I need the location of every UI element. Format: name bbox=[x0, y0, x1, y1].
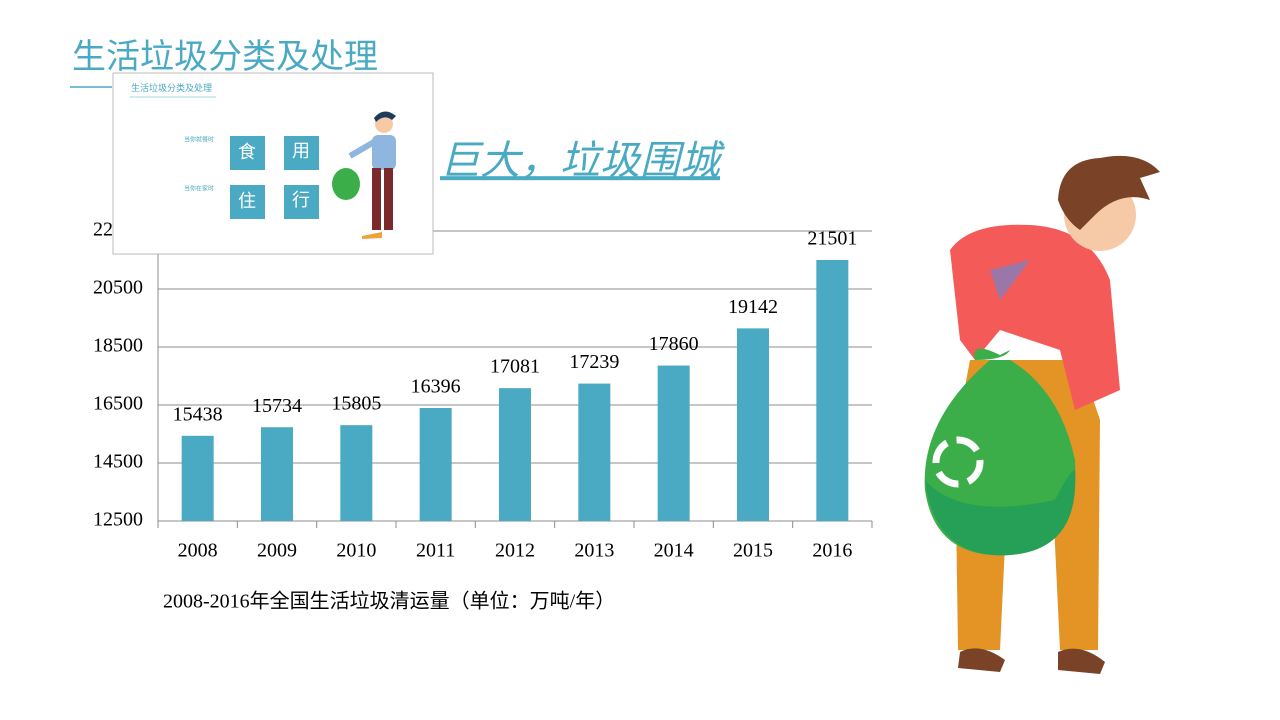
x-tick-label: 2008 bbox=[178, 540, 218, 562]
x-axis-label: 2008-2016年全国生活垃圾清运量（单位：万吨/年） bbox=[163, 590, 615, 613]
thumbnail-note: 当你就餐时 bbox=[184, 135, 214, 143]
data-label: 15805 bbox=[331, 393, 381, 415]
data-label: 15734 bbox=[252, 395, 302, 417]
slide-title: 生活垃圾分类及处理 bbox=[72, 38, 378, 76]
bar bbox=[419, 408, 452, 521]
bar bbox=[181, 435, 214, 521]
x-tick-label: 2016 bbox=[812, 540, 852, 562]
tile-label: 行 bbox=[292, 190, 310, 210]
tile bbox=[230, 136, 265, 170]
thumbnail: 生活垃圾分类及处理 当你就餐时 当你在家时 食 用 住 行 bbox=[112, 72, 434, 255]
x-tick-label: 2013 bbox=[574, 540, 614, 562]
x-tick-label: 2015 bbox=[733, 540, 773, 562]
y-tick-label: 16500 bbox=[93, 393, 143, 415]
y-tick-label: 18500 bbox=[93, 335, 143, 357]
cartoon-man bbox=[924, 155, 1160, 674]
x-tick-label: 2014 bbox=[654, 540, 694, 562]
y-tick-label: 14500 bbox=[93, 451, 143, 473]
data-label: 16396 bbox=[411, 376, 461, 398]
bar bbox=[499, 388, 531, 521]
data-label: 17081 bbox=[490, 356, 540, 378]
tile bbox=[284, 136, 319, 170]
tile-label: 食 bbox=[238, 142, 256, 162]
bar bbox=[261, 427, 293, 521]
tile-label: 用 bbox=[292, 141, 310, 161]
thumbnail-figure bbox=[332, 111, 396, 239]
y-tick-label: 20500 bbox=[93, 277, 143, 299]
chart: 1250014500165001850020500225002008154382… bbox=[93, 219, 873, 613]
data-label: 15438 bbox=[173, 403, 223, 425]
bar bbox=[816, 259, 849, 521]
x-tick-label: 2011 bbox=[416, 540, 455, 562]
x-tick-label: 2010 bbox=[336, 540, 376, 562]
thumbnail-note: 当你在家时 bbox=[184, 184, 214, 192]
bar bbox=[578, 383, 611, 521]
bar bbox=[657, 365, 690, 521]
data-label: 19142 bbox=[728, 296, 778, 318]
x-tick-label: 2012 bbox=[495, 540, 535, 562]
bar bbox=[340, 425, 373, 521]
slide-subtitle: 巨大，垃圾围城 bbox=[440, 138, 725, 183]
thumbnail-title: 生活垃圾分类及处理 bbox=[131, 82, 212, 93]
tile bbox=[284, 185, 319, 219]
y-tick-label: 12500 bbox=[93, 509, 143, 531]
data-label: 21501 bbox=[807, 228, 857, 250]
tile-label: 住 bbox=[238, 191, 256, 211]
tile bbox=[230, 185, 265, 219]
x-tick-label: 2009 bbox=[257, 540, 297, 562]
data-label: 17860 bbox=[649, 333, 699, 355]
data-label: 17239 bbox=[569, 351, 619, 373]
bar bbox=[737, 328, 769, 521]
